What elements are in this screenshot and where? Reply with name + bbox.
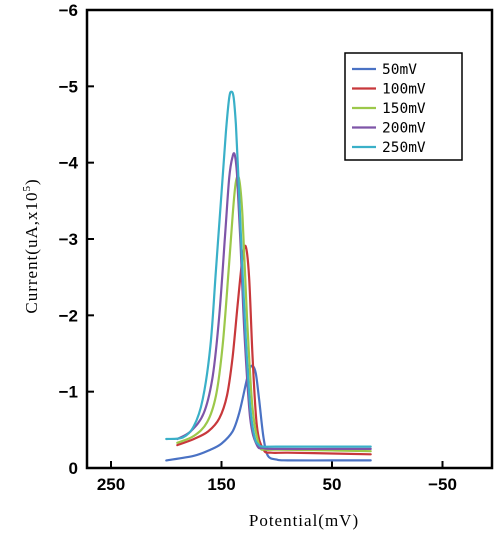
x-tick-label: −50	[428, 475, 457, 494]
series-line-100mv	[176, 244, 372, 456]
legend-box	[344, 52, 463, 161]
y-tick-label: 0	[69, 459, 78, 478]
x-axis-title: Potential(mV)	[249, 511, 359, 530]
series-lines	[165, 90, 372, 462]
x-tick-label: 250	[97, 475, 125, 494]
y-tick-label: −6	[59, 1, 78, 20]
legend-label-100mv: 100mV	[382, 82, 426, 98]
legend-label-200mv: 200mV	[382, 121, 426, 137]
x-axis: 250 150 50 −50	[97, 461, 457, 494]
y-tick-label: −2	[59, 306, 78, 325]
y-tick-label: −1	[59, 383, 78, 402]
y-axis-title-superscript: 5	[21, 185, 33, 192]
series-line-200mv	[176, 152, 372, 451]
y-axis: 0 −1 −2 −3 −4 −5 −6	[59, 1, 94, 478]
y-tick-label: −4	[59, 154, 79, 173]
legend-label-50mv: 50mV	[382, 62, 417, 78]
y-axis-title: Current(uA,x105)	[21, 178, 41, 313]
y-axis-title-close: )	[22, 178, 41, 185]
legend-label-250mv: 250mV	[382, 140, 426, 156]
x-tick-label: 150	[207, 475, 235, 494]
x-tick-label: 50	[323, 475, 342, 494]
y-tick-label: −3	[59, 230, 78, 249]
legend: 50mV 100mV 150mV 200mV 250mV	[344, 52, 463, 161]
y-tick-label: −5	[59, 77, 78, 96]
series-line-250mv	[165, 90, 372, 448]
y-axis-title-main: Current(uA,x10	[22, 192, 41, 314]
series-line-150mv	[176, 174, 372, 453]
legend-label-150mv: 150mV	[382, 101, 426, 117]
